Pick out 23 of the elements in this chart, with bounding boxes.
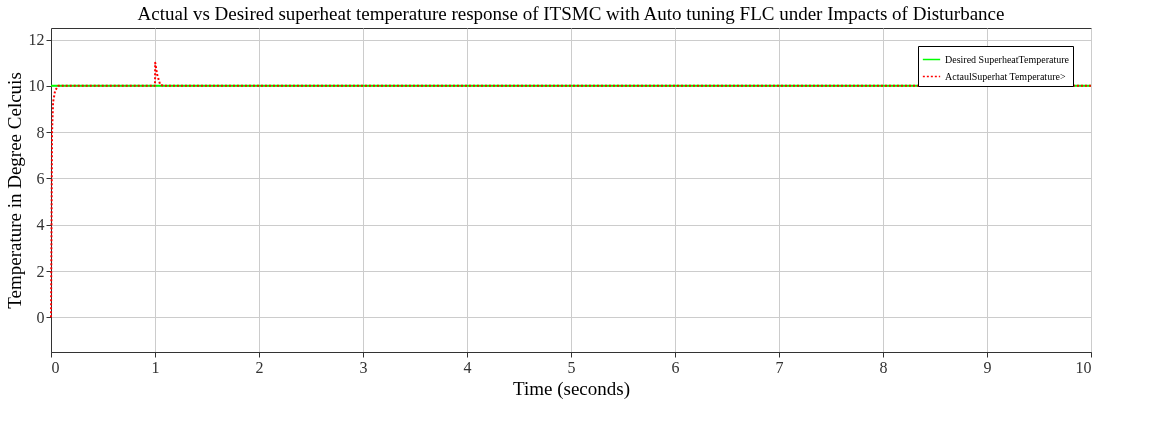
y-tick-label: 8: [36, 123, 45, 141]
y-tick-label: 2: [36, 262, 45, 280]
y-tick-label: 12: [28, 31, 45, 49]
x-tick-label: 1: [151, 358, 160, 376]
x-tick-label: 7: [775, 358, 784, 376]
x-tick-label: 9: [983, 358, 992, 376]
legend-label: Desired SuperheatTemperature: [945, 53, 1070, 65]
x-tick-label: 6: [671, 358, 680, 376]
x-tick-label: 8: [879, 358, 888, 376]
x-tick-label: 0: [51, 358, 60, 376]
chart-title: Actual vs Desired superheat temperature response of ITSMC with Auto tuning FLC under Impacts of Disturbance: [137, 3, 1005, 24]
x-tick-label: 10: [1075, 358, 1092, 376]
y-tick-label: 10: [28, 77, 45, 95]
x-tick-label: 5: [567, 358, 576, 376]
x-tick-label: 3: [359, 358, 368, 376]
x-tick-label: 2: [255, 358, 264, 376]
x-axis-title: Time (seconds): [513, 377, 630, 400]
y-tick-label: 4: [36, 216, 45, 234]
legend-label: ActaulSuperhat Temperature>: [945, 70, 1066, 82]
y-tick-label: 6: [36, 169, 45, 187]
x-tick-label: 4: [463, 358, 472, 376]
y-tick-label: 0: [36, 308, 45, 326]
y-axis-title: Temperature in Degree Celcuis: [3, 72, 25, 309]
